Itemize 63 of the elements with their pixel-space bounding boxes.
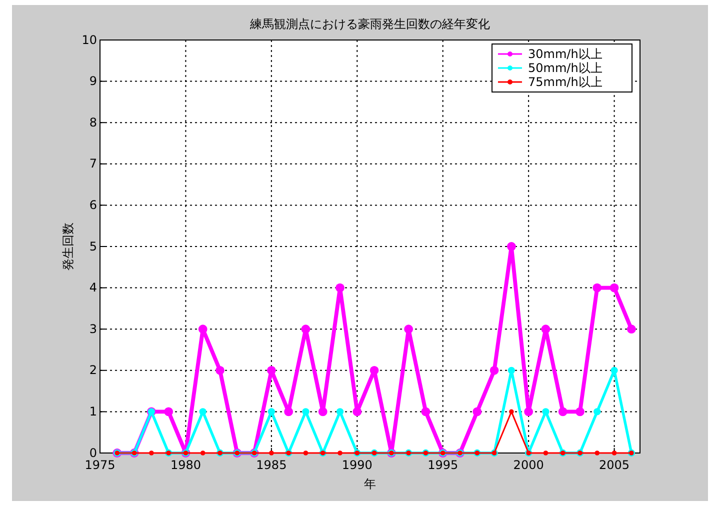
y-tick-label: 8 [89, 115, 97, 130]
x-axis-title: 年 [364, 477, 376, 491]
point [543, 450, 548, 456]
y-tick-label: 2 [89, 363, 97, 378]
x-tick-label: 1985 [256, 458, 287, 472]
point [164, 407, 174, 416]
y-tick-label: 4 [89, 280, 97, 295]
point [421, 407, 430, 416]
point [506, 242, 516, 251]
legend-label: 30mm/h以上 [528, 47, 602, 61]
y-axis-title: 発生回数 [61, 222, 75, 270]
point [490, 366, 499, 375]
chart-title: 練馬観測点における豪雨発生回数の経年変化 [249, 17, 490, 31]
point [594, 408, 601, 416]
point [509, 409, 514, 414]
x-tick-label: 2000 [513, 458, 544, 472]
point [284, 407, 294, 416]
y-tick-label: 6 [89, 198, 97, 212]
point [266, 366, 276, 375]
point [200, 450, 206, 456]
y-tick-label: 1 [89, 404, 97, 419]
y-tick-label: 10 [82, 32, 97, 47]
point [216, 366, 224, 375]
point [594, 450, 600, 456]
point [198, 324, 208, 334]
point [576, 407, 584, 416]
y-tick-label: 3 [89, 322, 97, 336]
point [610, 283, 619, 292]
point [612, 450, 617, 456]
y-tick-label: 7 [89, 156, 97, 171]
x-tick-label: 2005 [599, 458, 630, 472]
point [404, 324, 414, 334]
point [558, 407, 568, 416]
point [610, 366, 618, 374]
point [524, 407, 534, 416]
point [303, 450, 308, 456]
point [626, 324, 636, 334]
point [542, 408, 550, 416]
x-tick-label: 1995 [428, 458, 458, 472]
point [302, 408, 310, 416]
point [318, 407, 328, 416]
point [336, 283, 344, 292]
point [472, 407, 482, 416]
point [301, 324, 310, 334]
y-tick-label: 5 [89, 239, 97, 254]
x-tick-label: 1990 [342, 458, 372, 472]
point [336, 408, 344, 416]
point [338, 450, 342, 456]
point [370, 366, 379, 375]
legend-label: 75mm/h以上 [528, 75, 602, 89]
x-tick-label: 1975 [84, 458, 116, 472]
point [508, 366, 515, 374]
legend-label: 50mm/h以上 [528, 61, 602, 75]
point [592, 283, 602, 292]
y-tick-label: 0 [89, 446, 97, 460]
point [149, 450, 154, 456]
y-tick-label: 9 [89, 74, 97, 88]
point [199, 408, 206, 416]
point [352, 407, 362, 416]
x-tick-label: 1980 [170, 458, 201, 472]
point [541, 324, 550, 334]
point [269, 450, 274, 456]
point [268, 408, 275, 416]
